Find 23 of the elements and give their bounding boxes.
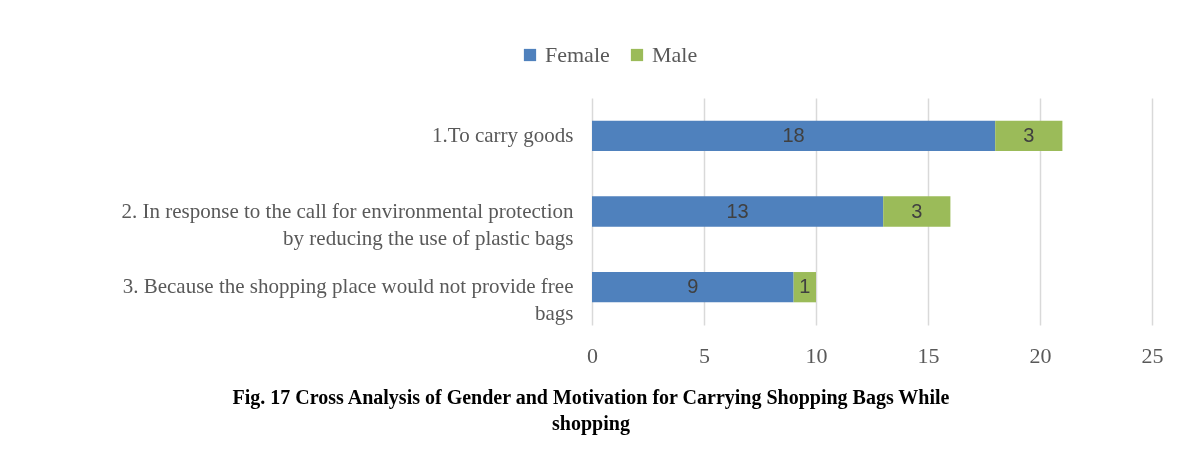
data-label: 3: [1023, 123, 1035, 146]
y-tick-label: 2. In response to the call for environmental protection by reducing the use of plastic bags: [121, 198, 574, 250]
legend-label: Male: [652, 42, 698, 67]
bar: [592, 120, 996, 151]
data-label: 9: [687, 275, 699, 298]
bar: [995, 120, 1063, 151]
data-label: 13: [726, 199, 749, 222]
data-label: 3: [911, 199, 923, 222]
x-tick-label: 10: [805, 342, 828, 368]
x-tick-label: 15: [917, 342, 940, 368]
bar: [883, 196, 951, 227]
x-tick-label: 0: [587, 342, 598, 368]
data-label: 1: [799, 275, 811, 298]
y-tick-label: 3. Because the shopping place would not provide free bags: [122, 274, 574, 326]
x-tick-label: 5: [699, 342, 710, 368]
x-tick-label: 20: [1029, 342, 1052, 368]
y-tick-label: 1.To carry goods: [432, 122, 574, 147]
bar: [592, 196, 884, 227]
data-label: 18: [782, 123, 805, 146]
legend-label: Female: [545, 42, 610, 67]
bar: [592, 272, 794, 303]
x-tick-label: 25: [1141, 342, 1164, 368]
caption: Fig. 17 Cross Analysis of Gender and Motivation for Carrying Shopping Bags While shopping: [232, 386, 950, 435]
